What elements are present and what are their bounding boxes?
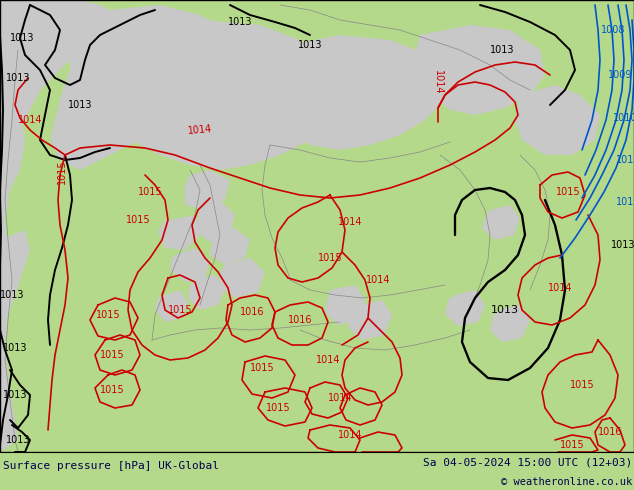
Text: 1013: 1013 bbox=[489, 45, 514, 55]
Polygon shape bbox=[188, 275, 225, 310]
Text: 1014: 1014 bbox=[188, 124, 212, 136]
Polygon shape bbox=[50, 5, 260, 170]
Text: 1013: 1013 bbox=[228, 17, 252, 27]
Text: Sa 04-05-2024 15:00 UTC (12+03): Sa 04-05-2024 15:00 UTC (12+03) bbox=[424, 458, 633, 467]
Polygon shape bbox=[0, 230, 30, 340]
Polygon shape bbox=[415, 25, 545, 115]
Text: 1013: 1013 bbox=[68, 100, 93, 110]
Text: 1013: 1013 bbox=[0, 290, 24, 300]
Text: 1008: 1008 bbox=[601, 25, 625, 35]
Text: 1015: 1015 bbox=[570, 380, 594, 390]
Text: 1016: 1016 bbox=[240, 307, 264, 317]
Text: 1014: 1014 bbox=[366, 275, 391, 285]
Text: 1015: 1015 bbox=[555, 187, 580, 197]
Polygon shape bbox=[490, 305, 530, 342]
Text: © weatheronline.co.uk: © weatheronline.co.uk bbox=[501, 477, 633, 487]
Text: 1015: 1015 bbox=[100, 350, 124, 360]
Text: 1015: 1015 bbox=[560, 440, 585, 450]
Text: 1013: 1013 bbox=[3, 343, 27, 353]
Polygon shape bbox=[100, 20, 340, 170]
Text: 1012: 1012 bbox=[616, 197, 634, 207]
Text: 1009: 1009 bbox=[608, 70, 632, 80]
Text: 1013: 1013 bbox=[491, 305, 519, 315]
Text: 1016: 1016 bbox=[288, 315, 313, 325]
Text: 1014: 1014 bbox=[338, 217, 362, 227]
Polygon shape bbox=[195, 200, 235, 242]
Text: 1015: 1015 bbox=[250, 363, 275, 373]
Polygon shape bbox=[0, 0, 25, 452]
Text: 1013: 1013 bbox=[10, 33, 34, 43]
Text: 1016: 1016 bbox=[598, 427, 622, 437]
Text: 1015: 1015 bbox=[96, 310, 120, 320]
Polygon shape bbox=[515, 85, 600, 155]
Text: 1011: 1011 bbox=[616, 155, 634, 165]
Text: 1014: 1014 bbox=[18, 115, 42, 125]
Text: 1015: 1015 bbox=[167, 305, 192, 315]
Text: 1014: 1014 bbox=[548, 283, 573, 293]
Polygon shape bbox=[218, 258, 265, 298]
Text: 1014: 1014 bbox=[328, 393, 353, 403]
Polygon shape bbox=[290, 90, 350, 135]
Polygon shape bbox=[348, 300, 392, 340]
Polygon shape bbox=[170, 248, 210, 282]
Text: Surface pressure [hPa] UK-Global: Surface pressure [hPa] UK-Global bbox=[3, 462, 219, 471]
Text: 1013: 1013 bbox=[6, 435, 30, 445]
Text: 1014: 1014 bbox=[433, 70, 443, 94]
Text: 1015: 1015 bbox=[318, 253, 342, 263]
Text: 1014: 1014 bbox=[316, 355, 340, 365]
Text: 1015: 1015 bbox=[126, 215, 150, 225]
Polygon shape bbox=[325, 285, 365, 325]
Polygon shape bbox=[158, 215, 200, 250]
Polygon shape bbox=[155, 290, 188, 322]
Polygon shape bbox=[185, 170, 230, 210]
Text: 1013: 1013 bbox=[611, 240, 634, 250]
Text: 1014: 1014 bbox=[338, 430, 362, 440]
Polygon shape bbox=[0, 0, 120, 140]
Text: 1015: 1015 bbox=[266, 403, 290, 413]
Polygon shape bbox=[210, 228, 250, 265]
Text: 1015: 1015 bbox=[100, 385, 124, 395]
Polygon shape bbox=[270, 35, 450, 150]
Text: 1013: 1013 bbox=[298, 40, 322, 50]
Text: 1013: 1013 bbox=[3, 390, 27, 400]
Text: 1010: 1010 bbox=[612, 113, 634, 123]
Polygon shape bbox=[482, 205, 520, 240]
Text: 1013: 1013 bbox=[6, 73, 30, 83]
Text: 1015: 1015 bbox=[138, 187, 162, 197]
Polygon shape bbox=[445, 290, 485, 326]
Text: 1015: 1015 bbox=[57, 160, 67, 184]
